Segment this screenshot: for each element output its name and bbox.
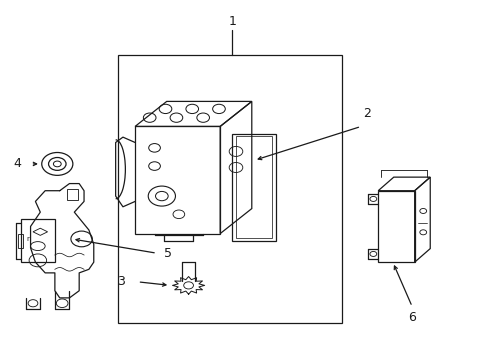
Bar xyxy=(236,136,272,238)
Text: 4: 4 xyxy=(13,157,21,170)
Bar xyxy=(67,189,78,200)
Text: 1: 1 xyxy=(228,14,236,27)
Bar xyxy=(135,126,220,234)
Text: 2: 2 xyxy=(363,107,371,120)
Bar xyxy=(19,234,23,248)
Bar xyxy=(118,55,341,323)
Bar xyxy=(21,219,55,262)
Bar xyxy=(232,134,276,241)
Bar xyxy=(377,191,414,262)
Text: r: r xyxy=(27,236,29,242)
Text: 5: 5 xyxy=(164,247,172,260)
Text: 3: 3 xyxy=(117,275,125,288)
Text: 6: 6 xyxy=(407,311,415,324)
